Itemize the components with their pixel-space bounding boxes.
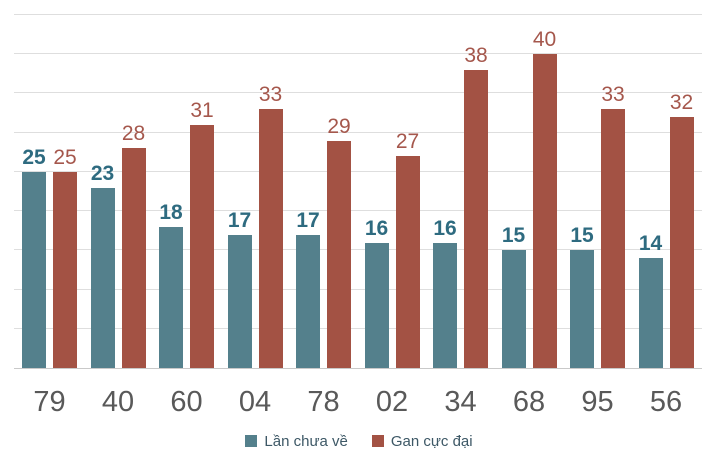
legend-swatch-teal-icon [245, 435, 258, 447]
bar-value-label: 28 [121, 122, 146, 146]
bar-lan-chua-ve[interactable]: 23 [90, 163, 115, 368]
bar-group: 16 27 [364, 131, 420, 368]
gridline [14, 14, 702, 15]
bar-value-label: 16 [433, 216, 457, 240]
x-axis-label: 60 [170, 386, 203, 418]
bar-group: 15 40 [501, 29, 557, 368]
bar-value-label: 18 [159, 200, 183, 224]
bar-value-label: 23 [90, 161, 115, 185]
bar-gan-cuc-dai[interactable]: 28 [121, 123, 146, 368]
legend-swatch-red-icon [371, 435, 384, 447]
bar-lan-chua-ve[interactable]: 18 [159, 202, 183, 368]
bar-group: 23 28 [90, 123, 146, 368]
legend-item-gan-cuc-dai[interactable]: Gan cực đại [371, 432, 473, 450]
gridline [14, 210, 702, 212]
bar-gan-cuc-dai[interactable]: 38 [464, 45, 488, 368]
x-axis-label: 95 [581, 386, 614, 418]
bar-value-label: 33 [258, 83, 283, 107]
bar-value-label: 25 [53, 145, 77, 169]
x-axis: 79 40 60 04 78 02 34 68 95 56 [0, 386, 718, 425]
bar-gan-cuc-dai[interactable]: 27 [395, 131, 420, 368]
bar-value-label: 15 [570, 224, 594, 248]
bar-lan-chua-ve[interactable]: 15 [501, 225, 526, 368]
bar-lan-chua-ve[interactable]: 14 [638, 233, 663, 368]
bar-lan-chua-ve[interactable]: 17 [227, 210, 252, 368]
bar-lan-chua-ve[interactable]: 17 [296, 210, 320, 368]
plot-area: 25 25 23 28 18 31 17 33 17 29 16 27 16 38 15 40 15 33 14 32 [14, 14, 702, 369]
bar-value-label: 17 [227, 208, 252, 232]
bar-lan-chua-ve[interactable]: 16 [364, 218, 389, 368]
bar-value-label: 16 [364, 216, 389, 240]
x-axis-label: 02 [375, 386, 409, 418]
bar-gan-cuc-dai[interactable]: 25 [53, 147, 77, 368]
bar-gan-cuc-dai[interactable]: 33 [601, 84, 625, 368]
bar-lan-chua-ve[interactable]: 16 [433, 218, 457, 368]
legend: Lần chưa về Gan cực đại [0, 428, 718, 454]
bar-group: 17 33 [227, 84, 283, 368]
legend-item-lan-chua-ve[interactable]: Lần chưa về [245, 432, 348, 450]
bar-group: 17 29 [296, 116, 351, 368]
x-axis-label: 40 [101, 386, 135, 418]
bar-value-label: 14 [638, 232, 663, 256]
bar-value-label: 25 [22, 145, 46, 169]
gridline [14, 92, 702, 94]
bar-value-label: 38 [464, 43, 488, 67]
bar-value-label: 40 [532, 28, 557, 52]
x-axis-label: 56 [649, 386, 683, 418]
bar-value-label: 15 [501, 224, 526, 248]
bar-group: 14 32 [638, 92, 694, 368]
gridline [14, 170, 702, 172]
bar-value-label: 27 [395, 130, 420, 154]
bar-value-label: 32 [669, 90, 694, 114]
bar-gan-cuc-dai[interactable]: 32 [669, 92, 694, 368]
gridline [14, 288, 702, 290]
bar-gan-cuc-dai[interactable]: 31 [190, 100, 214, 368]
bar-gan-cuc-dai[interactable]: 33 [258, 84, 283, 368]
x-axis-label: 78 [307, 386, 340, 418]
bar-group: 18 31 [159, 100, 214, 368]
bar-value-label: 33 [601, 83, 625, 107]
gridline [14, 327, 702, 329]
bar-value-label: 29 [327, 114, 351, 138]
x-axis-label: 34 [444, 386, 477, 418]
bar-value-label: 31 [190, 98, 214, 122]
x-axis-label: 04 [238, 386, 272, 418]
bar-gan-cuc-dai[interactable]: 40 [532, 29, 557, 368]
x-axis-label: 79 [33, 386, 66, 418]
bar-group: 15 33 [570, 84, 625, 368]
bar-group: 25 25 [22, 147, 77, 368]
bar-gan-cuc-dai[interactable]: 29 [327, 116, 351, 368]
bar-lan-chua-ve[interactable]: 25 [22, 147, 46, 368]
legend-label-gan-cuc-dai: Gan cực đại [390, 432, 473, 450]
gridline [14, 53, 702, 55]
legend-label-lan-chua-ve: Lần chưa về [264, 432, 348, 450]
gridline [14, 249, 702, 251]
bar-value-label: 17 [296, 208, 320, 232]
bar-group: 16 38 [433, 45, 488, 368]
x-axis-label: 68 [512, 386, 546, 418]
gridline [14, 131, 702, 133]
bar-lan-chua-ve[interactable]: 15 [570, 225, 594, 368]
